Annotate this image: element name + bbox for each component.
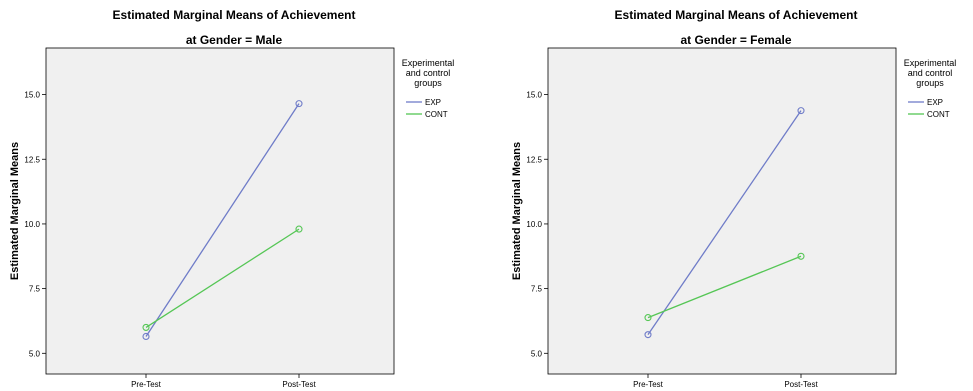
y-tick-label: 12.5: [526, 155, 542, 164]
y-axis-label: Estimated Marginal Means: [511, 142, 523, 280]
chart-subtitle: at Gender = Female: [680, 33, 791, 47]
y-tick-label: 15.0: [526, 91, 542, 100]
x-tick-label: Pre-Test: [131, 380, 162, 389]
data-point-cont: [142, 323, 150, 331]
series-line-cont: [647, 255, 802, 319]
chart-panel-female: Estimated Marginal Means of Achievement a…: [502, 0, 973, 391]
legend-title: and control: [406, 68, 451, 78]
y-tick-label: 15.0: [24, 91, 40, 100]
y-tick-label: 12.5: [24, 155, 40, 164]
y-tick-label: 10.0: [526, 220, 542, 229]
x-tick-label: Post-Test: [784, 380, 818, 389]
data-point-cont: [797, 252, 805, 260]
y-tick-label: 7.5: [29, 285, 41, 294]
data-point-exp: [797, 107, 805, 115]
chart-subtitle: at Gender = Male: [186, 33, 283, 47]
y-axis-label: Estimated Marginal Means: [9, 142, 21, 280]
data-point-cont: [295, 225, 303, 233]
legend-title: groups: [916, 78, 944, 88]
y-tick-label: 5.0: [29, 349, 41, 358]
chart-title: Estimated Marginal Means of Achievement: [113, 8, 356, 22]
legend-label-cont: CONT: [927, 110, 950, 119]
legend-title: Experimental: [402, 58, 455, 68]
legend-label-exp: EXP: [927, 98, 943, 107]
chart-svg: Estimated Marginal Means of Achievement a…: [9, 8, 455, 389]
data-point-exp: [644, 331, 652, 339]
data-point-cont: [644, 314, 652, 322]
data-point-exp: [295, 100, 303, 108]
chart-svg: Estimated Marginal Means of Achievement a…: [511, 8, 957, 389]
legend-title: Experimental: [904, 58, 957, 68]
plot-area: [547, 47, 897, 375]
y-tick-label: 10.0: [24, 220, 40, 229]
legend-title: and control: [908, 68, 953, 78]
series-line-exp: [647, 110, 802, 336]
x-tick-label: Post-Test: [282, 380, 316, 389]
y-tick-label: 5.0: [531, 349, 543, 358]
legend-label-cont: CONT: [425, 110, 448, 119]
plot-area: [45, 47, 395, 375]
legend-title: groups: [414, 78, 442, 88]
y-tick-label: 7.5: [531, 285, 543, 294]
chart-panel-male: Estimated Marginal Means of Achievement a…: [0, 0, 486, 391]
legend-label-exp: EXP: [425, 98, 441, 107]
series-line-exp: [145, 103, 300, 337]
series-line-cont: [145, 228, 300, 328]
x-tick-label: Pre-Test: [633, 380, 664, 389]
data-point-exp: [142, 332, 150, 341]
chart-title: Estimated Marginal Means of Achievement: [615, 8, 858, 22]
